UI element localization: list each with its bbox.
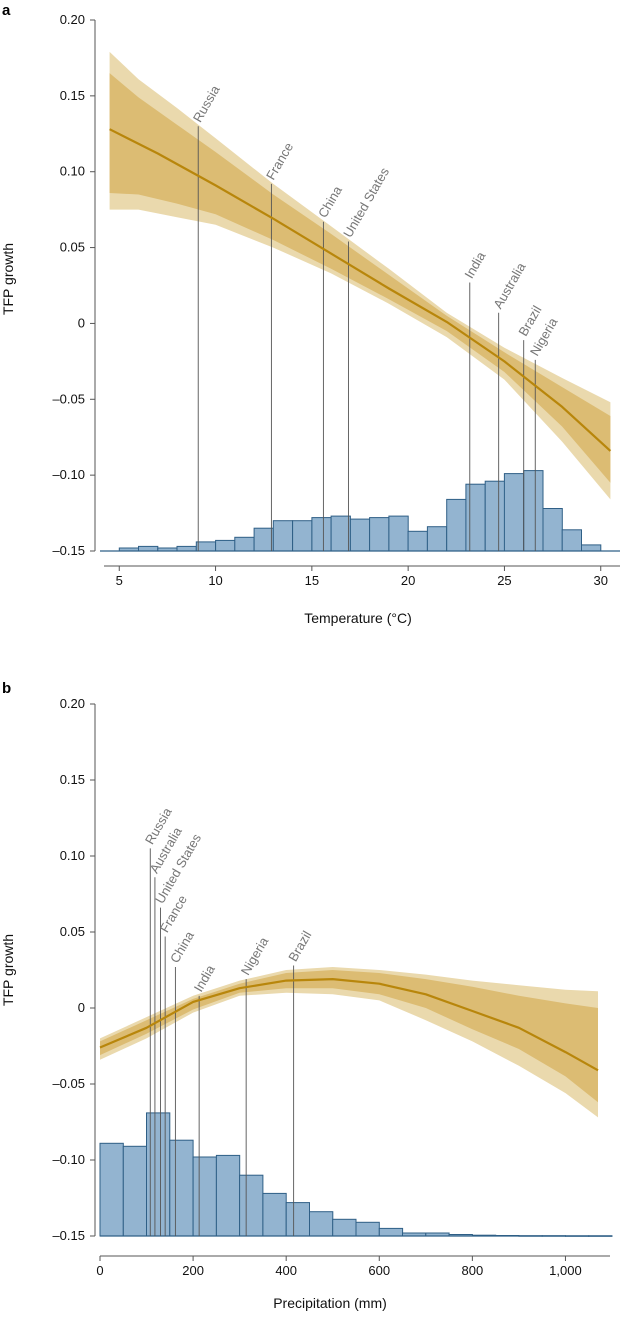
- x-axis-title-a: Temperature (°C): [304, 610, 412, 626]
- ci-inner-band-a: [109, 73, 611, 483]
- x-tick-label: 15: [305, 573, 319, 588]
- x-tick-label: 600: [368, 1263, 390, 1278]
- panel-letter-b: b: [2, 680, 11, 697]
- y-tick-label: 0.05: [60, 240, 85, 255]
- histogram-bar: [523, 470, 544, 552]
- country-label: Brazil: [285, 928, 314, 964]
- y-tick-label: 0.10: [60, 164, 85, 179]
- histogram-bar: [262, 1192, 287, 1237]
- ci-inner-polygon: [100, 970, 598, 1103]
- x-axis-title-b: Precipitation (mm): [273, 1295, 387, 1311]
- fit-curve-line: [109, 128, 612, 452]
- x-tick-label: 400: [275, 1263, 297, 1278]
- y-tick-label: 0.20: [60, 696, 85, 711]
- histogram-bar: [503, 473, 525, 552]
- histogram-bar: [239, 1174, 264, 1237]
- y-axis-title-b: TFP growth: [0, 934, 16, 1006]
- histogram-bar: [407, 530, 428, 552]
- histogram-bar: [195, 541, 217, 552]
- histogram-b: [99, 1112, 613, 1237]
- y-tick-label: 0.05: [60, 924, 85, 939]
- country-label: Russia: [190, 82, 223, 125]
- histogram-bar: [426, 526, 448, 552]
- histogram-bar: [292, 520, 313, 552]
- y-tick-label: 0.15: [60, 772, 85, 787]
- histogram-bar: [378, 1227, 404, 1237]
- histogram-bar: [561, 529, 583, 552]
- histogram-bar: [542, 508, 563, 552]
- country-label: Australia: [490, 259, 529, 311]
- histogram-bar: [99, 1142, 124, 1237]
- country-label: Nigeria: [238, 934, 272, 978]
- x-tick-label: 0: [96, 1263, 103, 1278]
- histogram-bar: [369, 517, 390, 552]
- fit-curve-b: [99, 977, 599, 1072]
- y-tick-label: 0: [78, 1000, 85, 1015]
- histogram-bar: [581, 544, 602, 552]
- histogram-bar: [169, 1139, 194, 1237]
- histogram-bar: [355, 1221, 380, 1237]
- histogram-bar: [388, 515, 409, 552]
- x-tick-label: 5: [116, 573, 123, 588]
- histogram-bar: [446, 498, 467, 552]
- histogram-bar: [330, 515, 351, 552]
- x-tick-label: 10: [208, 573, 222, 588]
- histogram-bar: [309, 1211, 334, 1237]
- y-tick-label: 0.15: [60, 88, 85, 103]
- country-label: France: [263, 140, 296, 183]
- histogram-a: [100, 470, 620, 552]
- fit-curve-a: [109, 128, 612, 452]
- histogram-bar: [285, 1202, 311, 1237]
- callout-lines-a: [197, 126, 536, 551]
- histogram-bar: [311, 517, 332, 552]
- y-tick-label: –0.10: [52, 467, 85, 482]
- histogram-bar: [176, 545, 197, 552]
- y-tick-label: 0.10: [60, 848, 85, 863]
- y-tick-label: –0.15: [52, 1228, 85, 1243]
- x-tick-label: 30: [594, 573, 608, 588]
- x-tick-label: 200: [182, 1263, 204, 1278]
- histogram-bar: [215, 539, 236, 552]
- axes-b: –0.15 –0.10 –0.05 0 0.05 0.10 0.15 0.20 0 200 400 6…: [52, 696, 610, 1278]
- histogram-bar: [484, 480, 506, 552]
- histogram-bar: [215, 1154, 241, 1237]
- ci-inner-polygon: [109, 73, 611, 483]
- fit-curve-line: [99, 977, 599, 1072]
- y-tick-label: –0.15: [52, 543, 85, 558]
- country-label: United States: [340, 164, 392, 240]
- histogram-bar: [349, 518, 371, 552]
- country-label: China: [315, 183, 345, 221]
- x-tick-label: 1,000: [549, 1263, 582, 1278]
- y-tick-label: –0.10: [52, 1152, 85, 1167]
- y-axis-title-a: TFP growth: [0, 243, 16, 315]
- y-tick-label: –0.05: [52, 1076, 85, 1091]
- histogram-bar: [122, 1145, 148, 1237]
- histogram-bar: [272, 520, 294, 552]
- histogram-bar: [253, 527, 274, 552]
- x-tick-label: 20: [401, 573, 415, 588]
- y-tick-label: 0.20: [60, 12, 85, 27]
- y-tick-label: 0: [78, 315, 85, 330]
- panel-letter-a: a: [2, 2, 11, 19]
- histogram-bar: [332, 1218, 357, 1237]
- x-tick-label: 25: [497, 573, 511, 588]
- histogram-bar: [234, 536, 255, 552]
- histogram-bar: [465, 483, 486, 552]
- ci-inner-band-b: [100, 970, 598, 1103]
- country-label: India: [461, 248, 488, 281]
- axes-a: –0.15 –0.10 –0.05 0 0.05 0.10 0.15 0.20 5 10 15 20 2…: [52, 12, 620, 588]
- x-tick-label: 800: [462, 1263, 484, 1278]
- y-tick-label: –0.05: [52, 391, 85, 406]
- country-label: China: [167, 928, 197, 966]
- histogram-bar: [138, 545, 159, 552]
- histogram-bar: [192, 1156, 217, 1237]
